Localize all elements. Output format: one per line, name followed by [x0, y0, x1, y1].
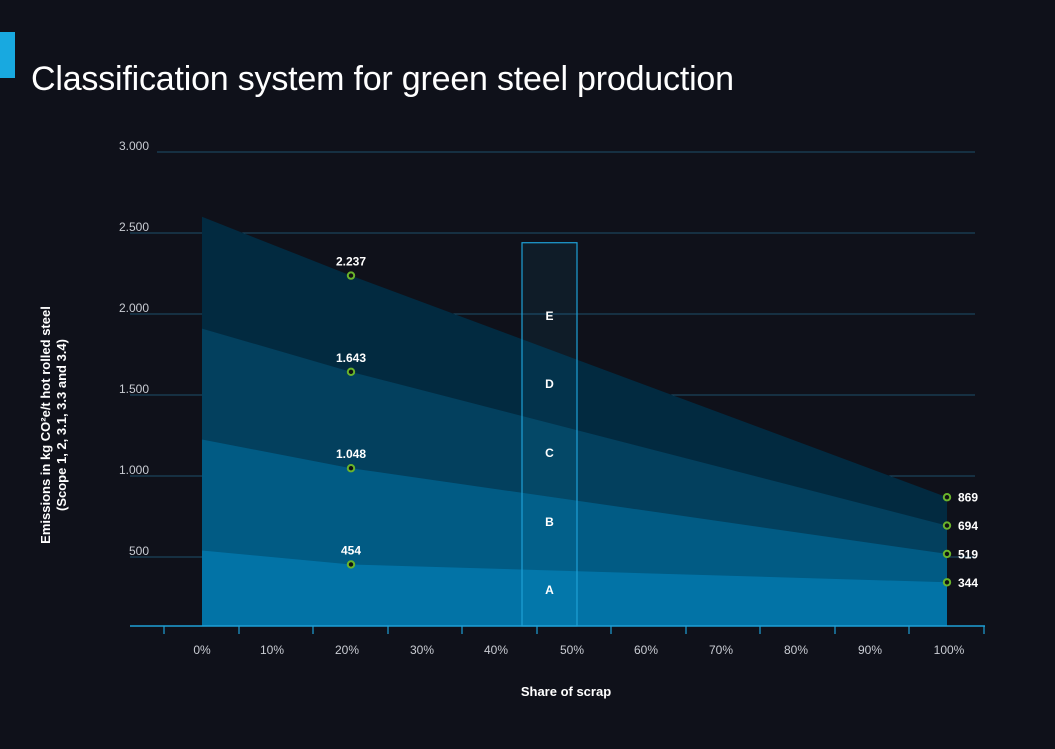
x-tick-label: 0% — [193, 643, 211, 657]
data-label: 1.643 — [336, 351, 366, 365]
annotated-points: 2.237 1.643 1.048 454 869 694 519 344 — [336, 255, 978, 590]
class-label-b: B — [545, 515, 554, 529]
x-axis-label: Share of scrap — [521, 684, 611, 699]
data-point — [346, 367, 356, 377]
data-point — [346, 464, 356, 473]
y-tick-label: 500 — [129, 544, 149, 558]
data-label: 869 — [958, 491, 978, 505]
class-box: E D C B A — [521, 242, 578, 627]
x-tick-label: 70% — [709, 643, 733, 657]
axes: 0% 10% 20% 30% 40% 50% 60% 70% 80% 90% 100% — [130, 625, 985, 657]
x-tick-label: 100% — [934, 643, 965, 657]
x-tick-label: 90% — [858, 643, 882, 657]
class-label-e: E — [545, 309, 553, 323]
x-tick-label: 60% — [634, 643, 658, 657]
x-tick-label: 10% — [260, 643, 284, 657]
x-tick-label: 80% — [784, 643, 808, 657]
y-tick-label: 3.000 — [119, 139, 149, 153]
data-point — [942, 493, 952, 502]
page-title: Classification system for green steel pr… — [31, 59, 734, 98]
band-b — [202, 550, 947, 626]
data-label: 2.237 — [336, 255, 366, 269]
data-label: 519 — [958, 547, 978, 561]
y-tick-label: 1.000 — [119, 463, 149, 477]
class-box-frame — [521, 242, 578, 627]
data-point — [942, 521, 952, 530]
y-tick-label: 1.500 — [119, 382, 149, 396]
data-point — [942, 578, 952, 587]
data-label: 1.048 — [336, 447, 366, 461]
x-tick-label: 50% — [560, 643, 584, 657]
data-point — [346, 271, 356, 280]
x-tick-label: 20% — [335, 643, 359, 657]
data-label: 694 — [958, 519, 978, 533]
class-bands — [202, 216, 947, 627]
x-tick-label: 40% — [484, 643, 508, 657]
y-tick-label: 2.000 — [119, 301, 149, 315]
class-label-a: A — [545, 583, 554, 597]
data-label: 454 — [341, 543, 361, 557]
data-label: 344 — [958, 576, 978, 590]
class-label-d: D — [545, 377, 554, 391]
title-accent-bar — [0, 32, 15, 78]
class-label-c: C — [545, 446, 554, 460]
data-point — [346, 560, 356, 569]
y-tick-label: 2.500 — [119, 220, 149, 234]
x-tick-label: 30% — [410, 643, 434, 657]
data-point — [942, 549, 952, 559]
